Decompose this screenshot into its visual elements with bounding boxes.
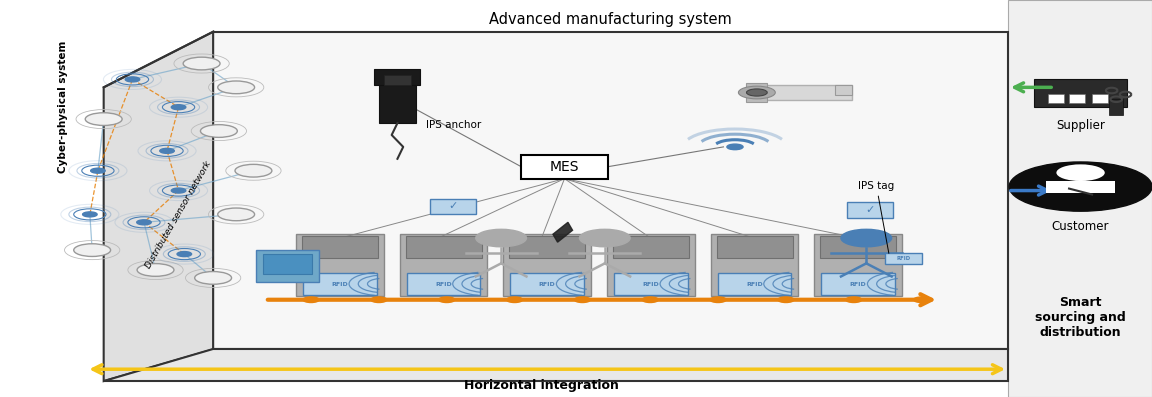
Bar bbox=[885, 253, 922, 264]
Text: IPS tag: IPS tag bbox=[858, 181, 894, 253]
Bar bbox=[521, 155, 608, 179]
Circle shape bbox=[642, 297, 658, 303]
Bar bbox=[717, 236, 793, 258]
Circle shape bbox=[172, 188, 185, 193]
Bar bbox=[296, 234, 384, 296]
Polygon shape bbox=[213, 32, 1008, 349]
Text: Smart
sourcing and
distribution: Smart sourcing and distribution bbox=[1036, 296, 1126, 339]
Bar bbox=[835, 85, 852, 95]
Text: Advanced manufacturing system: Advanced manufacturing system bbox=[490, 12, 732, 27]
Bar bbox=[384, 75, 411, 85]
Circle shape bbox=[778, 297, 794, 303]
Bar bbox=[503, 234, 591, 296]
Circle shape bbox=[1009, 162, 1152, 211]
Circle shape bbox=[439, 297, 455, 303]
Text: Distributed sensor network: Distributed sensor network bbox=[144, 159, 213, 270]
Text: RFID: RFID bbox=[539, 282, 555, 287]
Text: RFID: RFID bbox=[435, 282, 452, 287]
Circle shape bbox=[476, 229, 526, 247]
Text: ✓: ✓ bbox=[448, 201, 457, 212]
Bar bbox=[1034, 79, 1127, 107]
Text: Cyber-physical system: Cyber-physical system bbox=[59, 41, 68, 173]
Circle shape bbox=[914, 297, 930, 303]
Circle shape bbox=[235, 164, 272, 177]
Bar bbox=[1092, 94, 1108, 103]
Bar bbox=[256, 250, 319, 282]
Bar bbox=[814, 234, 902, 296]
Bar bbox=[1069, 94, 1085, 103]
Circle shape bbox=[218, 208, 255, 221]
Text: Supplier: Supplier bbox=[1056, 119, 1105, 132]
Circle shape bbox=[91, 168, 105, 173]
Text: IPS anchor: IPS anchor bbox=[426, 120, 482, 130]
Bar bbox=[718, 273, 791, 295]
Bar bbox=[1048, 94, 1064, 103]
Circle shape bbox=[85, 113, 122, 125]
Bar bbox=[379, 83, 416, 123]
Circle shape bbox=[746, 89, 767, 96]
Bar bbox=[510, 273, 584, 295]
Circle shape bbox=[177, 252, 191, 256]
Circle shape bbox=[371, 297, 387, 303]
Circle shape bbox=[172, 105, 185, 110]
Text: ✓: ✓ bbox=[865, 205, 874, 216]
Circle shape bbox=[126, 77, 139, 82]
Circle shape bbox=[575, 297, 591, 303]
Bar bbox=[407, 273, 480, 295]
Circle shape bbox=[579, 229, 630, 247]
Bar bbox=[821, 273, 895, 295]
Bar bbox=[847, 202, 893, 218]
Circle shape bbox=[218, 81, 255, 94]
Bar bbox=[430, 198, 476, 214]
Text: RFID: RFID bbox=[850, 282, 866, 287]
Bar bbox=[263, 254, 312, 274]
Circle shape bbox=[137, 220, 151, 225]
Bar bbox=[509, 236, 585, 258]
Circle shape bbox=[846, 297, 862, 303]
Polygon shape bbox=[553, 222, 573, 242]
Text: RFID: RFID bbox=[896, 256, 910, 261]
Bar bbox=[1046, 181, 1115, 193]
Bar bbox=[746, 83, 767, 102]
Bar bbox=[607, 234, 695, 296]
Bar bbox=[374, 69, 420, 85]
Circle shape bbox=[507, 297, 523, 303]
Bar bbox=[303, 273, 377, 295]
Text: RFID: RFID bbox=[332, 282, 348, 287]
Text: Horizontal integration: Horizontal integration bbox=[464, 380, 619, 392]
Bar bbox=[755, 85, 852, 100]
Circle shape bbox=[160, 148, 174, 153]
Circle shape bbox=[183, 57, 220, 70]
Text: RFID: RFID bbox=[643, 282, 659, 287]
Bar bbox=[711, 234, 798, 296]
Circle shape bbox=[738, 86, 775, 99]
Circle shape bbox=[710, 297, 726, 303]
Bar bbox=[1109, 99, 1123, 115]
Bar bbox=[400, 234, 487, 296]
Circle shape bbox=[74, 244, 111, 256]
Bar bbox=[302, 236, 378, 258]
Text: RFID: RFID bbox=[746, 282, 763, 287]
Circle shape bbox=[200, 125, 237, 137]
Circle shape bbox=[303, 297, 319, 303]
Text: Customer: Customer bbox=[1052, 220, 1109, 233]
Circle shape bbox=[727, 144, 743, 150]
Polygon shape bbox=[104, 349, 1008, 381]
Bar bbox=[614, 273, 688, 295]
Bar bbox=[820, 236, 896, 258]
Circle shape bbox=[1056, 164, 1105, 181]
Circle shape bbox=[841, 229, 892, 247]
Bar bbox=[613, 236, 689, 258]
Bar bbox=[1008, 0, 1152, 397]
Circle shape bbox=[83, 212, 97, 217]
Text: MES: MES bbox=[550, 160, 579, 174]
Circle shape bbox=[137, 264, 174, 276]
Polygon shape bbox=[104, 32, 213, 381]
Circle shape bbox=[195, 272, 232, 284]
Bar bbox=[406, 236, 482, 258]
